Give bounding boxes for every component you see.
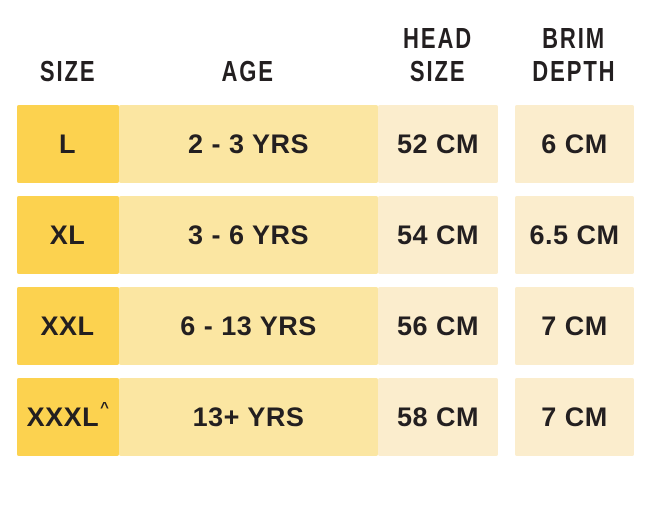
- table-row: XXL 6 - 13 YRS 56 CM 7 CM: [17, 287, 634, 365]
- header-row: SIZE AGE HEAD SIZE BRIM DEPTH: [17, 0, 634, 105]
- header-age: AGE: [119, 0, 378, 105]
- age-cell: 3 - 6 YRS: [119, 196, 378, 274]
- column-gap: [498, 196, 515, 274]
- size-cell: XL: [17, 196, 119, 274]
- head-size-cell: 52 CM: [378, 105, 498, 183]
- head-size-cell: 54 CM: [378, 196, 498, 274]
- age-cell: 6 - 13 YRS: [119, 287, 378, 365]
- table-row: XL 3 - 6 YRS 54 CM 6.5 CM: [17, 196, 634, 274]
- size-value: XL: [49, 219, 86, 250]
- brim-depth-cell: 6 CM: [515, 105, 634, 183]
- header-brim-depth-line1: BRIM: [542, 23, 607, 55]
- header-size: SIZE: [17, 0, 119, 105]
- header-head-size-line2: SIZE: [409, 56, 467, 88]
- header-brim-depth: BRIM DEPTH: [515, 0, 634, 105]
- head-size-cell: 58 CM: [378, 378, 498, 456]
- column-gap: [498, 378, 515, 456]
- header-head-size: HEAD SIZE: [378, 0, 498, 105]
- brim-depth-cell: 7 CM: [515, 378, 634, 456]
- header-size-line1: SIZE: [39, 56, 97, 88]
- column-gap: [498, 105, 515, 183]
- size-value: XXL: [40, 310, 95, 341]
- column-gap: [498, 0, 515, 105]
- age-cell: 2 - 3 YRS: [119, 105, 378, 183]
- size-cell: L: [17, 105, 119, 183]
- size-superscript: ^: [100, 398, 110, 416]
- header-brim-depth-line2: DEPTH: [532, 56, 617, 88]
- size-value: XXXL: [26, 401, 100, 432]
- head-size-cell: 56 CM: [378, 287, 498, 365]
- brim-depth-cell: 7 CM: [515, 287, 634, 365]
- size-chart-table: SIZE AGE HEAD SIZE BRIM DEPTH L 2 - 3 YR…: [17, 0, 634, 469]
- size-cell: XXXL ^: [17, 378, 119, 456]
- table-row: L 2 - 3 YRS 52 CM 6 CM: [17, 105, 634, 183]
- table-row: XXXL ^ 13+ YRS 58 CM 7 CM: [17, 378, 634, 456]
- age-cell: 13+ YRS: [119, 378, 378, 456]
- size-cell: XXL: [17, 287, 119, 365]
- brim-depth-cell: 6.5 CM: [515, 196, 634, 274]
- header-head-size-line1: HEAD: [402, 23, 474, 55]
- size-value: L: [59, 128, 76, 159]
- header-age-line1: AGE: [221, 56, 276, 88]
- column-gap: [498, 287, 515, 365]
